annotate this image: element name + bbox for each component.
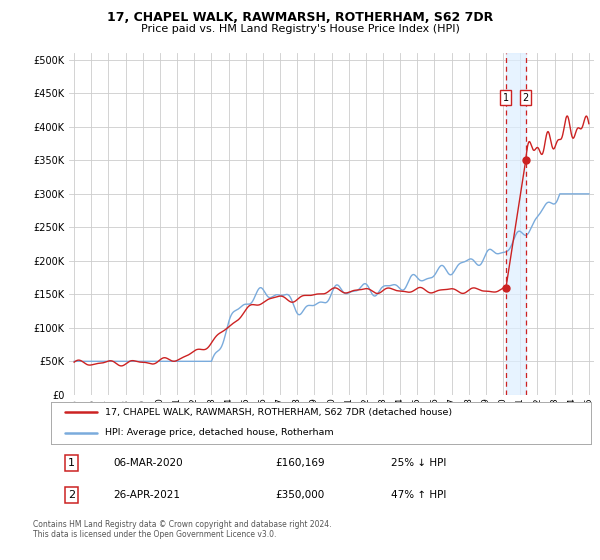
Text: 2: 2: [68, 490, 75, 500]
Text: HPI: Average price, detached house, Rotherham: HPI: Average price, detached house, Roth…: [105, 428, 334, 437]
Text: £350,000: £350,000: [275, 490, 325, 500]
Text: 1: 1: [503, 92, 509, 102]
Text: 26-APR-2021: 26-APR-2021: [113, 490, 180, 500]
Text: 17, CHAPEL WALK, RAWMARSH, ROTHERHAM, S62 7DR: 17, CHAPEL WALK, RAWMARSH, ROTHERHAM, S6…: [107, 11, 493, 24]
Text: £160,169: £160,169: [275, 458, 325, 468]
Bar: [506, 53, 526, 395]
Text: 17, CHAPEL WALK, RAWMARSH, ROTHERHAM, S62 7DR (detached house): 17, CHAPEL WALK, RAWMARSH, ROTHERHAM, S6…: [105, 408, 452, 417]
Text: 25% ↓ HPI: 25% ↓ HPI: [391, 458, 446, 468]
Text: 47% ↑ HPI: 47% ↑ HPI: [391, 490, 446, 500]
Text: Contains HM Land Registry data © Crown copyright and database right 2024.
This d: Contains HM Land Registry data © Crown c…: [33, 520, 331, 539]
Text: Price paid vs. HM Land Registry's House Price Index (HPI): Price paid vs. HM Land Registry's House …: [140, 24, 460, 34]
Text: 1: 1: [68, 458, 75, 468]
Text: 2: 2: [523, 92, 529, 102]
Text: 06-MAR-2020: 06-MAR-2020: [113, 458, 183, 468]
